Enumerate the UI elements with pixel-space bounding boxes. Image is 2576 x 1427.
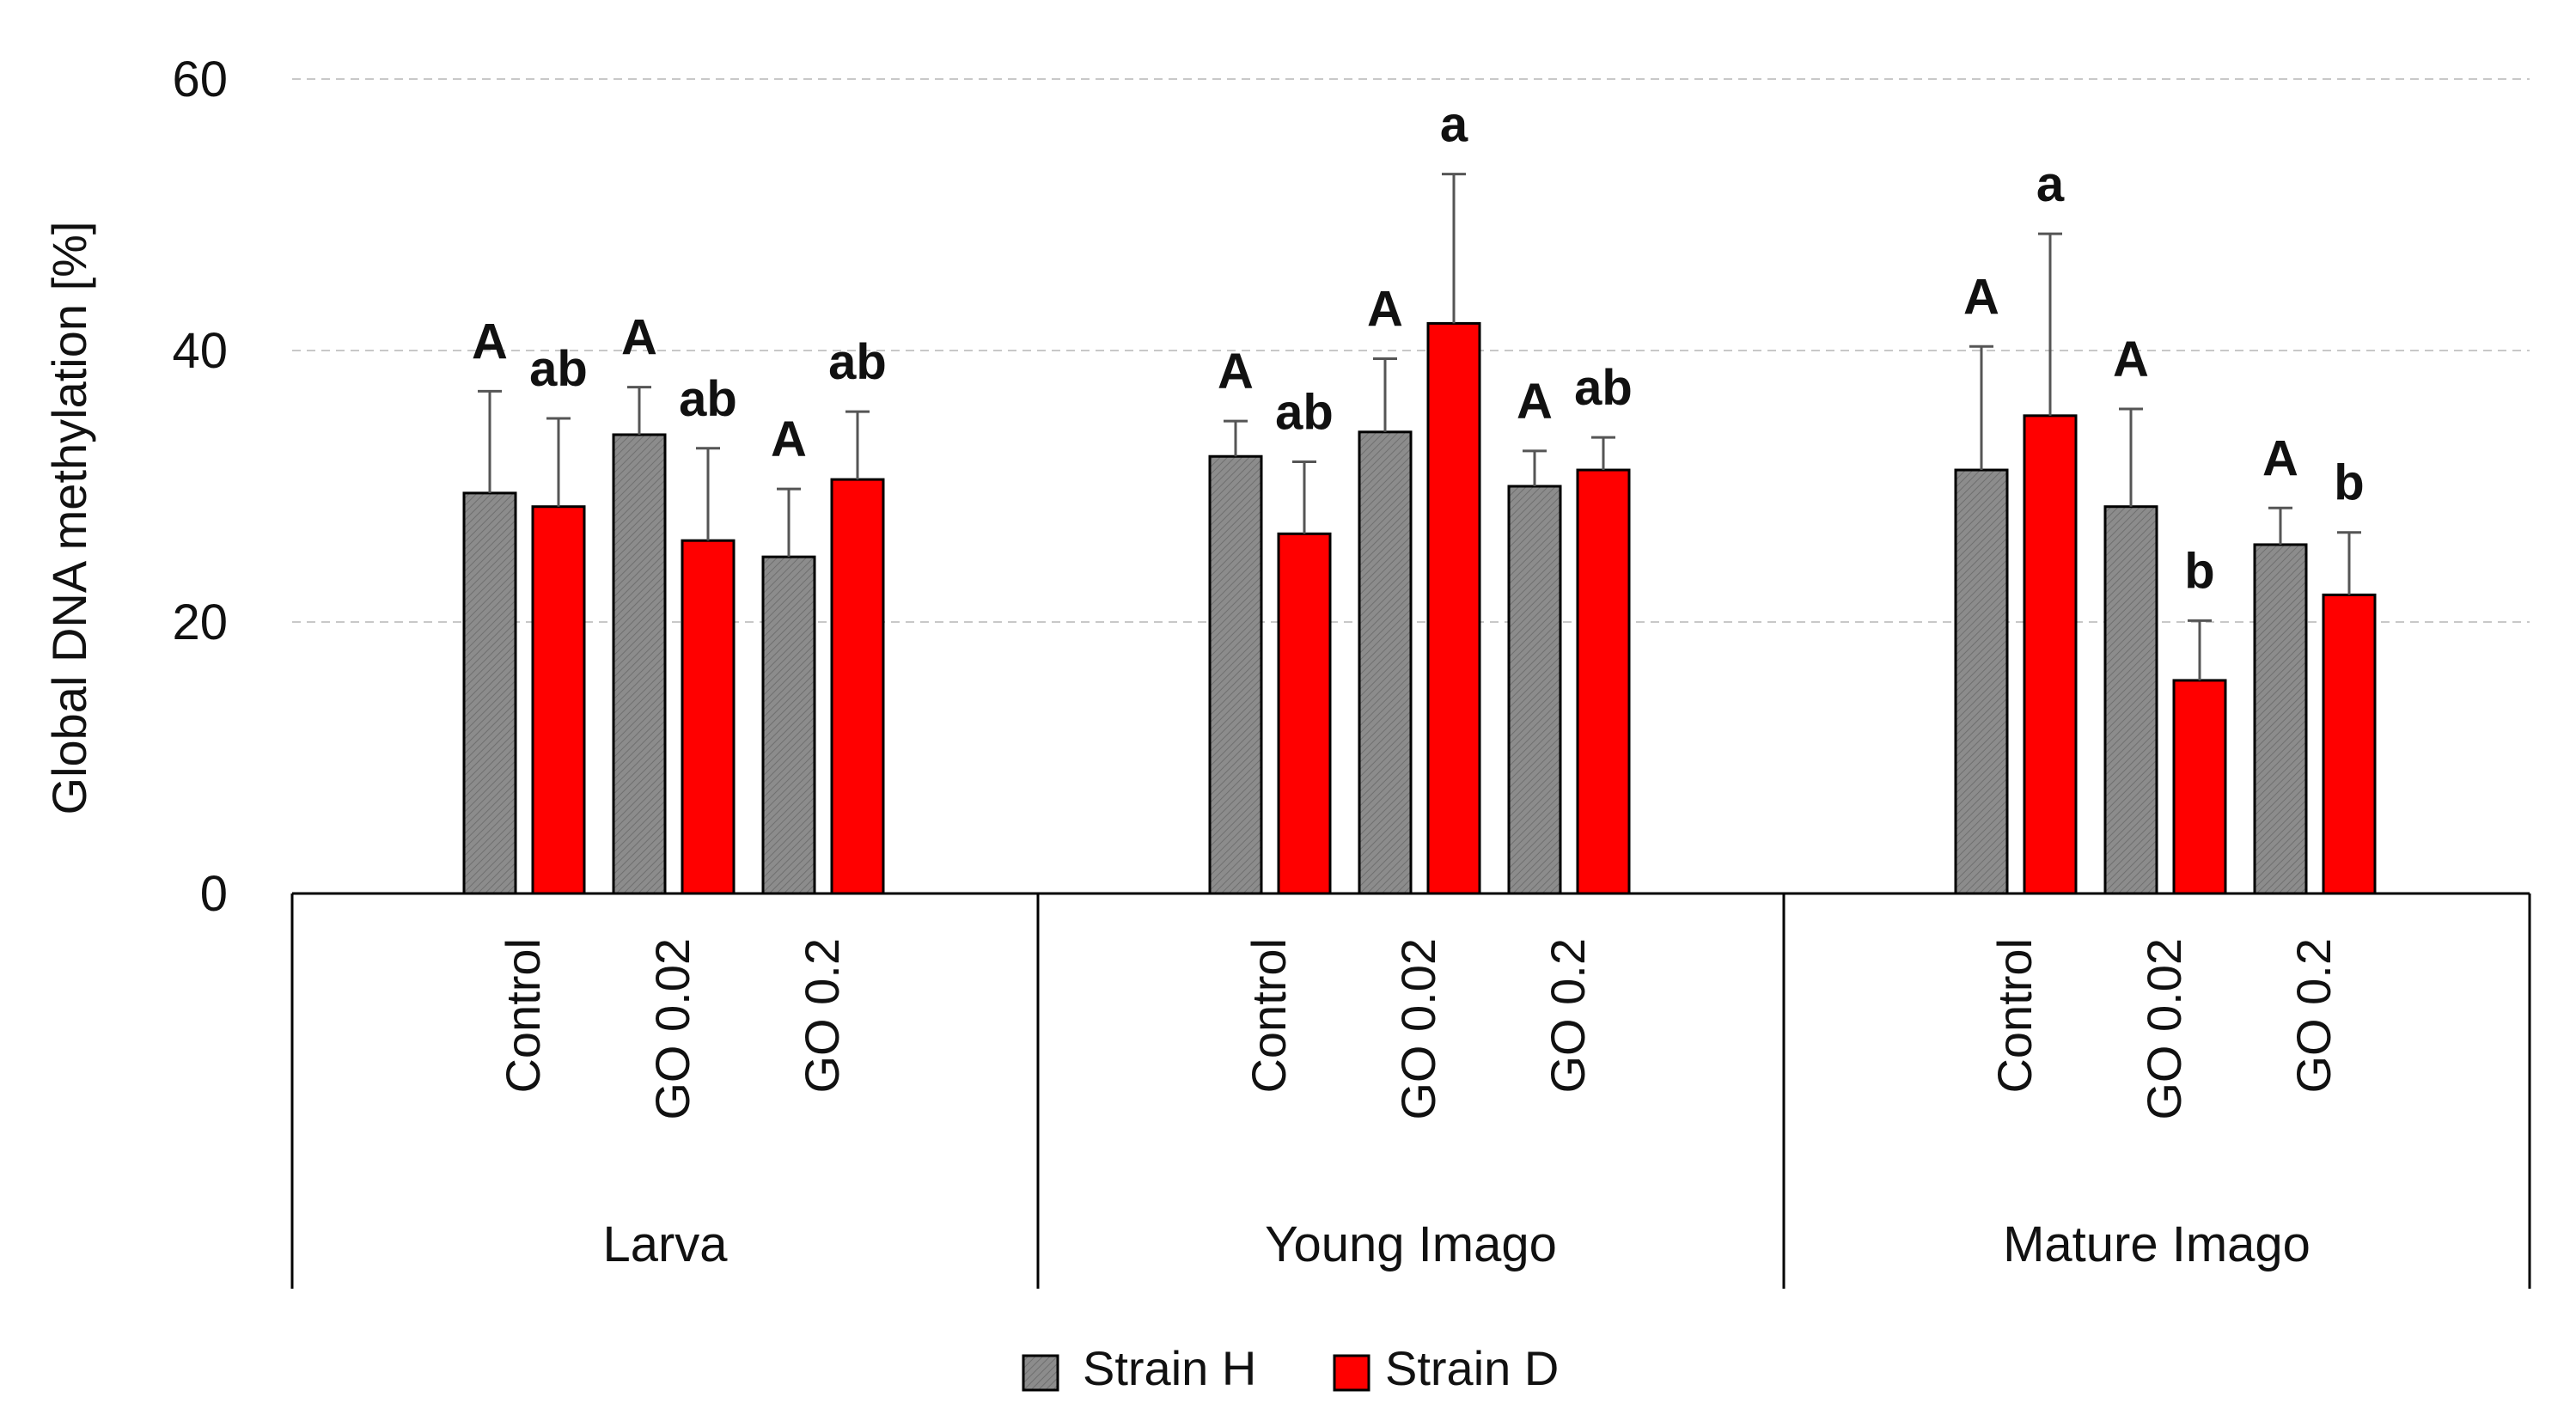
- group-label: Larva: [602, 1217, 728, 1272]
- legend-label-strain-d: Strain D: [1385, 1341, 1559, 1395]
- bar-strain-h: [1358, 430, 1413, 895]
- significance-label-strain-d: ab: [679, 371, 737, 427]
- category-label: GO 0.2: [2286, 938, 2341, 1094]
- y-tick-label: 40: [172, 323, 228, 379]
- group-label: Mature Imago: [2003, 1217, 2310, 1272]
- significance-label-strain-h: A: [771, 412, 807, 467]
- bar-strain-h: [2253, 543, 2308, 895]
- category-label: GO 0.2: [795, 938, 849, 1094]
- significance-label-strain-h: A: [2113, 332, 2149, 387]
- significance-label-strain-h: A: [1517, 374, 1553, 430]
- legend-label-strain-h: Strain H: [1083, 1341, 1256, 1395]
- category-label: GO 0.02: [1391, 938, 1445, 1120]
- bar-strain-d: [2023, 414, 2078, 895]
- bar-strain-d: [2322, 593, 2377, 895]
- significance-label-strain-d: ab: [529, 341, 588, 397]
- bar-strain-d: [681, 539, 736, 895]
- significance-label-strain-h: A: [1218, 344, 1254, 399]
- axes: [290, 892, 2531, 1289]
- y-tick-label: 0: [200, 866, 228, 922]
- category-label: Control: [496, 938, 550, 1094]
- bar-strain-h: [1208, 454, 1263, 895]
- significance-label-strain-h: A: [621, 310, 657, 366]
- category-label: GO 0.02: [645, 938, 699, 1120]
- significance-label-strain-d: ab: [1574, 360, 1633, 416]
- significance-label-strain-d: b: [2334, 455, 2364, 511]
- category-label: Control: [1242, 938, 1296, 1094]
- bar-strain-h: [1507, 485, 1562, 895]
- bar-strain-d: [830, 478, 885, 895]
- significance-label-strain-h: A: [1963, 269, 1999, 325]
- significance-label-strain-h: A: [1367, 281, 1403, 337]
- legend: Strain H Strain D: [1022, 1341, 1559, 1395]
- bar-strain-d: [2172, 679, 2227, 895]
- bar-strain-d: [1576, 468, 1631, 895]
- bar-strain-h: [2103, 505, 2158, 895]
- group-label: Young Imago: [1265, 1217, 1557, 1272]
- bar-strain-d: [531, 505, 586, 895]
- bar-strain-h: [1954, 468, 2009, 895]
- bar-strain-d: [1277, 532, 1332, 895]
- legend-swatch-strain-h: [1022, 1354, 1059, 1392]
- y-tick-label: 20: [172, 595, 228, 650]
- significance-label-strain-h: A: [2262, 430, 2298, 486]
- significance-label-strain-d: a: [1440, 97, 1468, 153]
- y-axis-label: Global DNA methylation [%]: [42, 222, 96, 815]
- significance-label-strain-d: ab: [828, 334, 887, 390]
- y-tick-label: 60: [172, 52, 228, 107]
- significance-label-strain-d: ab: [1275, 385, 1334, 441]
- significance-label-strain-d: a: [2036, 156, 2065, 212]
- bar-strain-d: [1426, 321, 1481, 895]
- significance-label-strain-d: b: [2184, 543, 2214, 599]
- bar-strain-h: [462, 491, 517, 895]
- bar-strain-h: [612, 433, 667, 895]
- category-label: GO 0.02: [2137, 938, 2191, 1120]
- category-label: Control: [1987, 938, 2042, 1094]
- significance-label-strain-h: A: [472, 314, 508, 369]
- legend-swatch-strain-d: [1333, 1354, 1370, 1392]
- bar-strain-h: [761, 555, 816, 895]
- bars: [462, 173, 2377, 895]
- category-label: GO 0.2: [1541, 938, 1595, 1094]
